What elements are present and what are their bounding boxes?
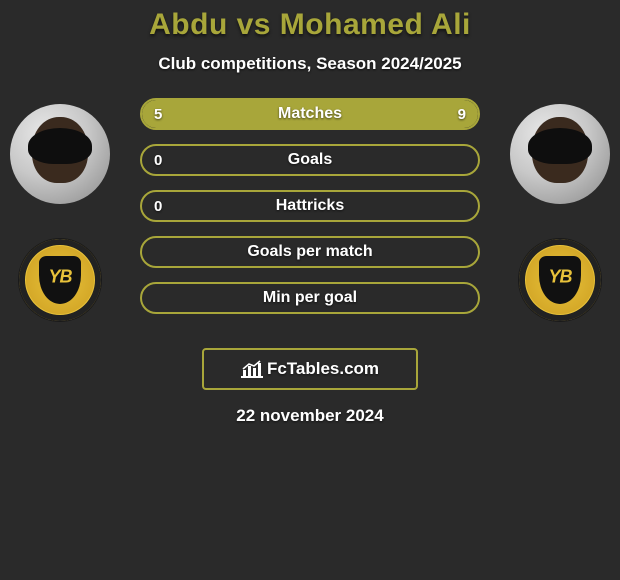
club-badge-right: [518, 238, 602, 322]
bar-chart-icon: [241, 360, 263, 378]
stat-label: Hattricks: [142, 192, 478, 220]
club-badge-left: [18, 238, 102, 322]
stat-label: Min per goal: [142, 284, 478, 312]
player-right-avatar: [510, 104, 610, 204]
stat-label: Goals: [142, 146, 478, 174]
stat-bar: Goals per match: [140, 236, 480, 268]
stat-bar: 59Matches: [140, 98, 480, 130]
player-left-avatar: [10, 104, 110, 204]
stat-label: Goals per match: [142, 238, 478, 266]
stat-bar: 0Hattricks: [140, 190, 480, 222]
page-title: Abdu vs Mohamed Ali: [0, 8, 620, 42]
face-silhouette-icon: [510, 104, 610, 204]
stat-bars: 59Matches 0Goals 0Hattricks Goals per match…: [140, 98, 480, 314]
face-silhouette-icon: [10, 104, 110, 204]
stat-label: Matches: [142, 100, 478, 128]
brand-text: FcTables.com: [267, 359, 379, 379]
comparison-card: Abdu vs Mohamed Ali Club competitions, S…: [0, 0, 620, 440]
date-text: 22 november 2024: [0, 406, 620, 426]
stat-bar: Min per goal: [140, 282, 480, 314]
brand-box: FcTables.com: [202, 348, 418, 390]
subtitle: Club competitions, Season 2024/2025: [0, 54, 620, 74]
stats-area: 59Matches 0Goals 0Hattricks Goals per match…: [0, 94, 620, 342]
stat-bar: 0Goals: [140, 144, 480, 176]
